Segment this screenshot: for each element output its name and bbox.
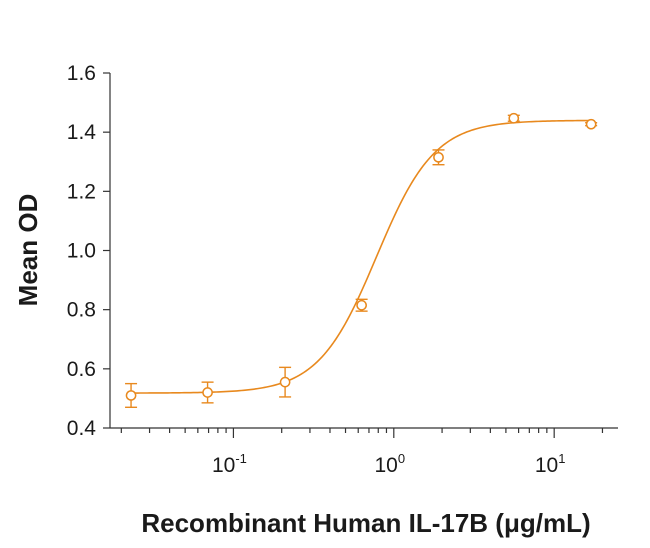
y-tick-label: 1.6 <box>67 62 96 85</box>
fit-curve <box>131 119 592 394</box>
data-point <box>585 118 598 130</box>
data-point <box>432 149 445 166</box>
point-marker <box>433 151 444 163</box>
data-point <box>355 298 368 312</box>
fit-curve-group <box>131 119 592 394</box>
point-marker <box>508 112 520 124</box>
point-marker <box>356 299 367 311</box>
y-ticks: 0.4 0.6 0.8 1.0 1.2 1.4 1.6 <box>67 62 110 440</box>
x-tick-label: 101 <box>535 451 566 477</box>
data-point <box>507 112 520 124</box>
axes <box>109 73 618 429</box>
x-tick-label: 100 <box>375 451 406 477</box>
data-point <box>125 382 138 408</box>
x-axis-title: Recombinant Human IL-17B (μg/mL) <box>141 508 590 538</box>
data-points <box>125 112 598 408</box>
data-point <box>279 366 292 398</box>
y-tick-label: 0.8 <box>67 299 96 322</box>
data-point <box>201 381 214 404</box>
x-tick-label: 10-1 <box>212 451 247 477</box>
x-ticks: 10-1 100 101 <box>120 428 604 477</box>
y-tick-label: 1.4 <box>67 121 97 144</box>
point-marker <box>585 118 597 130</box>
point-marker <box>125 390 137 401</box>
y-tick-label: 1.2 <box>67 180 96 203</box>
point-marker <box>279 376 291 388</box>
point-marker <box>202 387 213 398</box>
y-tick-label: 0.6 <box>67 358 96 381</box>
y-axis-title: Mean OD <box>13 194 43 307</box>
y-tick-label: 1.0 <box>67 240 96 263</box>
y-tick-label: 0.4 <box>67 417 97 440</box>
